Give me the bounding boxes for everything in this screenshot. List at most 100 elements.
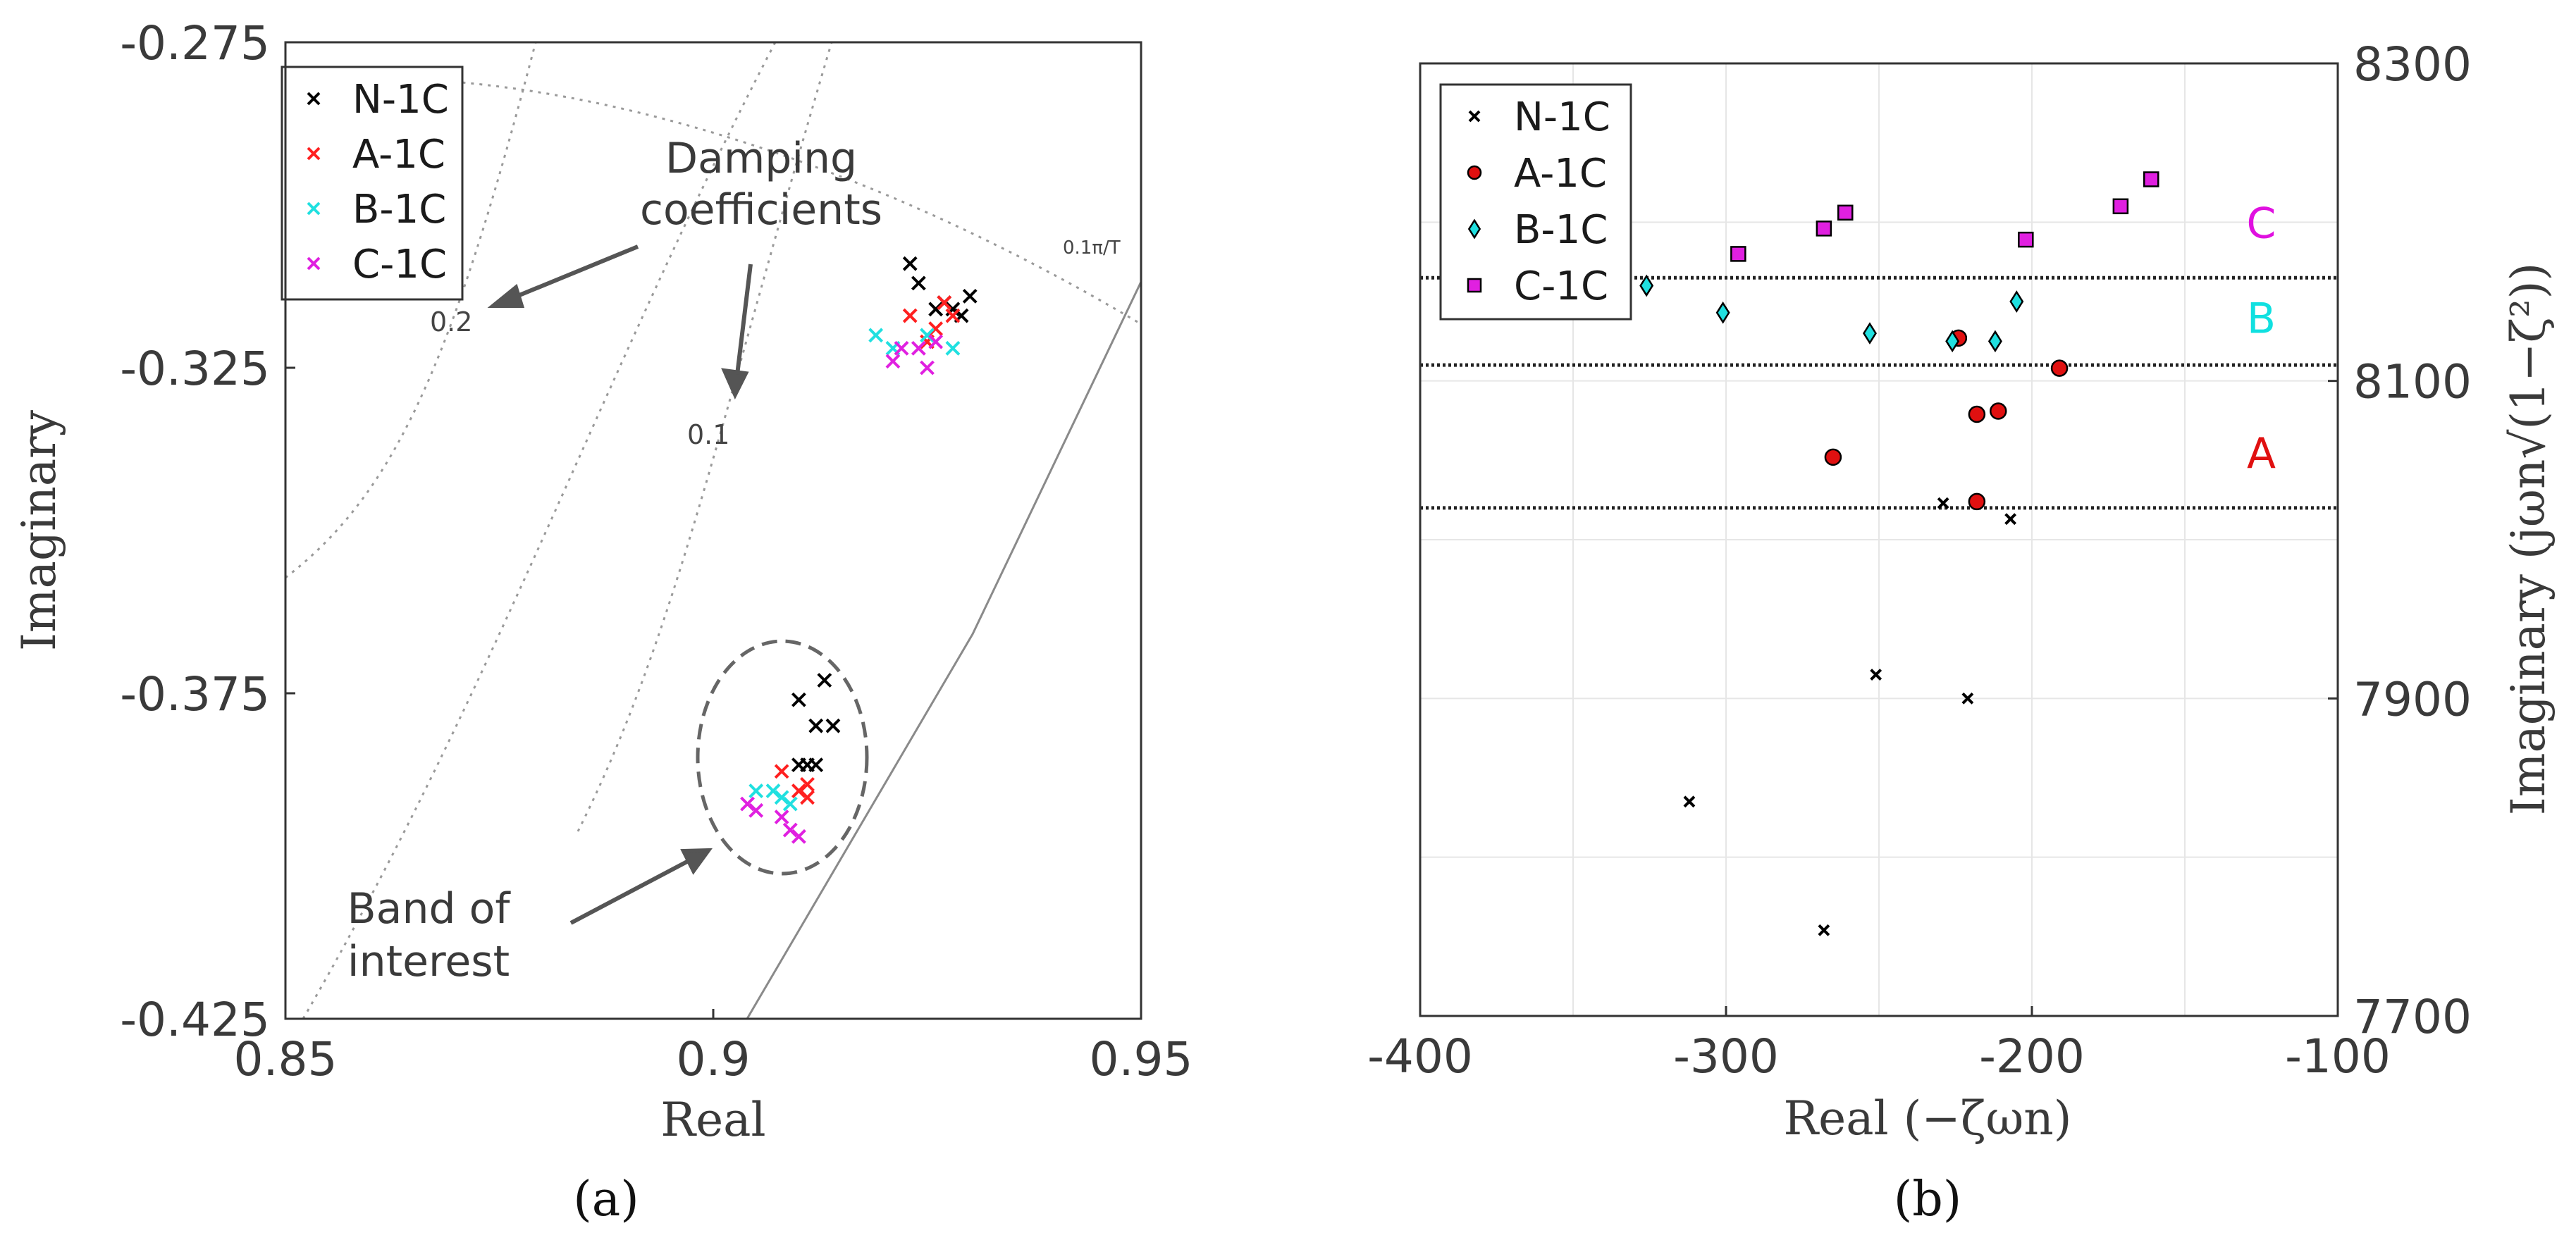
arrow-to-band <box>569 854 699 925</box>
point-a-1c <box>945 308 961 323</box>
legend-label-b-1c: B-1C <box>1514 207 1608 253</box>
panel-b-legend-items: N-1C A-1C B-1C C-1C <box>1467 94 1610 309</box>
point-c-1c <box>791 829 806 844</box>
point-c-1c <box>2143 171 2159 187</box>
panel-b-data-marks <box>1639 171 2159 936</box>
x-tick-label: -400 <box>1367 1029 1473 1084</box>
point-n-1c <box>2004 513 2017 526</box>
y-tick-label: -0.275 <box>120 16 270 70</box>
x-tick-label: -100 <box>2285 1029 2391 1084</box>
damping-label-0-2: 0.2 <box>430 306 472 337</box>
point-a-1c <box>1968 492 1986 511</box>
panel-a-legend: N-1C A-1C B-1C C-1C <box>281 66 464 301</box>
y-tick-label: -0.325 <box>120 342 270 396</box>
arrow-head-0-1 <box>721 368 749 400</box>
frequency-line-01pi <box>285 78 1142 326</box>
panel-a: Damping coefficients 0.2 0.1 0.1π/T Band… <box>12 16 1193 1227</box>
point-a-1c <box>937 295 952 311</box>
point-n-1c <box>1961 692 1974 705</box>
panel-a-ticks: 0.85 0.9 0.95 -0.275 -0.325 -0.375 -0.425 <box>120 16 1193 1086</box>
point-c-1c <box>740 796 755 812</box>
band-annotation-line1: Band of <box>347 884 512 934</box>
legend-label-n-1c: N-1C <box>1514 94 1610 140</box>
point-a-1c <box>791 783 806 799</box>
point-b-1c <box>920 328 935 343</box>
point-n-1c <box>791 692 806 707</box>
x-tick-label: 0.85 <box>234 1032 338 1086</box>
point-b-1c <box>774 790 789 805</box>
legend-label-c-1c: C-1C <box>352 242 447 287</box>
legend-label-n-1c: N-1C <box>352 77 449 123</box>
point-n-1c <box>911 275 926 291</box>
point-a-1c <box>1968 405 1986 423</box>
damping-annotation-line1: Damping <box>665 134 857 183</box>
band-label-c: C <box>2247 199 2276 248</box>
point-a-1c <box>2050 359 2069 377</box>
point-n-1c <box>808 718 824 733</box>
point-b-1c <box>945 340 961 356</box>
point-n-1c <box>791 757 806 773</box>
point-n-1c <box>817 673 832 688</box>
damping-line-outer <box>302 42 777 1019</box>
panel-b-frame <box>1419 62 2339 1017</box>
point-n-1c <box>825 718 841 733</box>
point-b-1c <box>782 796 798 812</box>
damping-label-0-1: 0.1 <box>687 419 729 450</box>
band-of-interest-ellipse <box>696 639 869 876</box>
panel-b-label: (b) <box>1894 1172 1962 1227</box>
x-tick-label: -300 <box>1673 1029 1779 1084</box>
damping-line-0-1 <box>577 42 833 832</box>
point-c-1c <box>885 354 901 369</box>
y-tick-label: 7700 <box>2353 990 2472 1044</box>
arrow-head-0-2 <box>487 283 525 308</box>
legend-label-c-1c: C-1C <box>1514 264 1608 309</box>
point-b-1c <box>1945 330 1960 353</box>
point-a-1c <box>928 321 944 336</box>
x-tick-label: 0.9 <box>677 1032 751 1086</box>
panel-b: A BC N-1C A-1C B-1C C-1C -400 -300 -200 -100770… <box>1367 37 2556 1227</box>
point-b-1c <box>2009 290 2024 313</box>
y-tick-label: -0.425 <box>120 993 270 1047</box>
point-n-1c <box>808 757 824 773</box>
point-n-1c <box>1870 669 1882 681</box>
y-tick-label: 8300 <box>2353 37 2472 92</box>
point-c-1c <box>748 802 764 818</box>
legend-label-a-1c: A-1C <box>1514 151 1607 197</box>
y-tick-label: 7900 <box>2353 672 2472 726</box>
point-c-1c <box>920 360 935 376</box>
point-b-1c <box>868 328 884 343</box>
legend-label-a-1c: A-1C <box>352 132 445 178</box>
arrow-to-0-2 <box>503 244 639 304</box>
legend-label-b-1c: B-1C <box>352 187 446 232</box>
point-n-1c <box>1937 497 1949 509</box>
point-n-1c <box>928 302 944 317</box>
point-b-1c <box>1863 322 1877 345</box>
point-c-1c <box>1816 221 1832 237</box>
point-c-1c <box>1837 204 1854 221</box>
x-tick-label: -200 <box>1979 1029 2085 1084</box>
panel-b-ylabel: Imaginary (jωn√(1−ζ²)) <box>2501 263 2556 815</box>
point-a-1c <box>774 764 789 779</box>
arrow-head-band <box>680 848 713 875</box>
point-c-1c <box>894 340 909 356</box>
point-c-1c <box>928 334 944 349</box>
legend-marker-c-1c <box>307 256 321 271</box>
legend-marker-b-1c <box>307 202 321 216</box>
panel-a-ylabel: Imaginary <box>12 409 66 651</box>
legend-marker-n-1c <box>307 92 321 106</box>
point-c-1c <box>782 822 798 838</box>
point-c-1c <box>1730 246 1746 262</box>
frequency-line-solid <box>746 281 1142 1019</box>
legend-marker-n-1c <box>1468 110 1481 123</box>
point-a-1c <box>800 776 815 792</box>
panel-b-xlabel: Real (−ζωn) <box>1783 1091 2071 1146</box>
panel-a-arrows <box>487 244 753 925</box>
point-b-1c <box>1639 274 1654 297</box>
band-annotation-line2: interest <box>347 937 510 986</box>
point-b-1c <box>765 783 781 799</box>
panel-a-xlabel: Real <box>660 1093 765 1147</box>
panel-a-legend-items: N-1C A-1C B-1C C-1C <box>307 77 449 287</box>
point-c-1c <box>2018 231 2034 248</box>
